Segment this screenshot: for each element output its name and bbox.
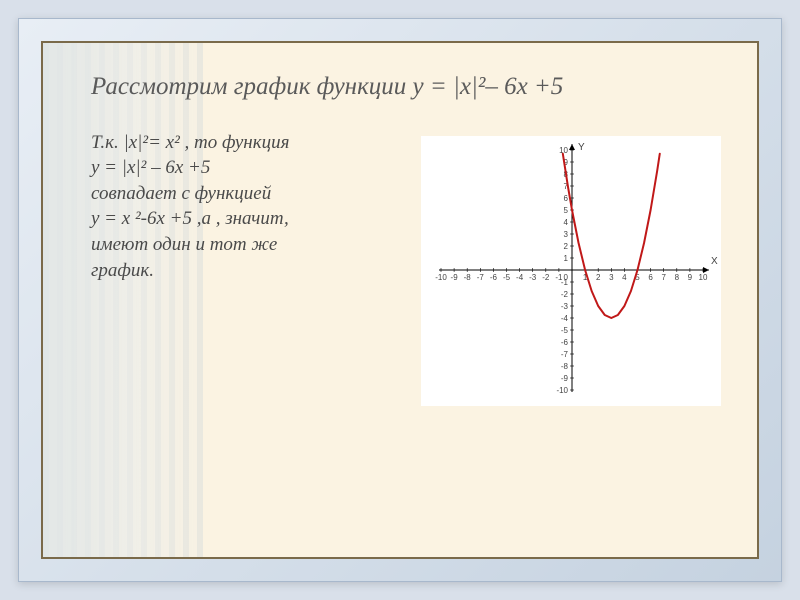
svg-text:4: 4 — [622, 273, 627, 282]
svg-text:-5: -5 — [561, 326, 569, 335]
parabola-chart: -10-9-8-7-6-5-4-3-2-112345678910-10-9-8-… — [421, 136, 721, 406]
svg-text:4: 4 — [564, 218, 569, 227]
svg-text:3: 3 — [609, 273, 614, 282]
svg-text:-2: -2 — [542, 273, 550, 282]
svg-text:8: 8 — [675, 273, 680, 282]
svg-text:2: 2 — [564, 242, 569, 251]
svg-text:10: 10 — [699, 273, 708, 282]
svg-text:-10: -10 — [435, 273, 447, 282]
explain-line: имеют один и тот же — [91, 232, 397, 258]
svg-text:Y: Y — [578, 142, 585, 153]
svg-text:-6: -6 — [561, 338, 569, 347]
svg-text:2: 2 — [596, 273, 601, 282]
svg-text:-8: -8 — [561, 362, 569, 371]
explanation-text: Т.к. |x|²= x² , то функция y = |x|² – 6x… — [91, 130, 397, 284]
svg-text:-4: -4 — [516, 273, 524, 282]
explain-line: Т.к. |x|²= x² , то функция — [91, 130, 397, 156]
slide-title: Рассмотрим график функции y = |x|²– 6x +… — [91, 71, 721, 104]
body-row: Т.к. |x|²= x² , то функция y = |x|² – 6x… — [91, 130, 721, 406]
svg-text:-9: -9 — [561, 374, 569, 383]
slide-content: Рассмотрим график функции y = |x|²– 6x +… — [43, 43, 757, 557]
svg-text:-7: -7 — [561, 350, 569, 359]
svg-text:-2: -2 — [561, 290, 569, 299]
explain-line: y = |x|² – 6x +5 — [91, 155, 397, 181]
svg-text:3: 3 — [564, 230, 569, 239]
explain-line: совпадает с функцией — [91, 181, 397, 207]
svg-text:-4: -4 — [561, 314, 569, 323]
explain-line: y = x ²-6x +5 ,а , значит, — [91, 206, 397, 232]
chart-svg: -10-9-8-7-6-5-4-3-2-112345678910-10-9-8-… — [421, 136, 721, 406]
svg-text:-9: -9 — [451, 273, 459, 282]
svg-text:-6: -6 — [490, 273, 498, 282]
svg-text:-5: -5 — [503, 273, 511, 282]
slide-inner-frame: Рассмотрим график функции y = |x|²– 6x +… — [41, 41, 759, 559]
svg-text:5: 5 — [564, 206, 569, 215]
svg-text:6: 6 — [564, 194, 569, 203]
svg-text:-3: -3 — [561, 302, 569, 311]
svg-text:1: 1 — [564, 254, 569, 263]
svg-text:-3: -3 — [529, 273, 537, 282]
svg-text:0: 0 — [564, 273, 569, 282]
svg-text:X: X — [711, 256, 718, 267]
explain-line: график. — [91, 258, 397, 284]
svg-text:-10: -10 — [556, 386, 568, 395]
svg-text:9: 9 — [688, 273, 693, 282]
slide-outer-frame: Рассмотрим график функции y = |x|²– 6x +… — [18, 18, 782, 582]
svg-text:-7: -7 — [477, 273, 485, 282]
svg-text:-8: -8 — [464, 273, 472, 282]
svg-text:7: 7 — [661, 273, 666, 282]
svg-text:6: 6 — [648, 273, 653, 282]
